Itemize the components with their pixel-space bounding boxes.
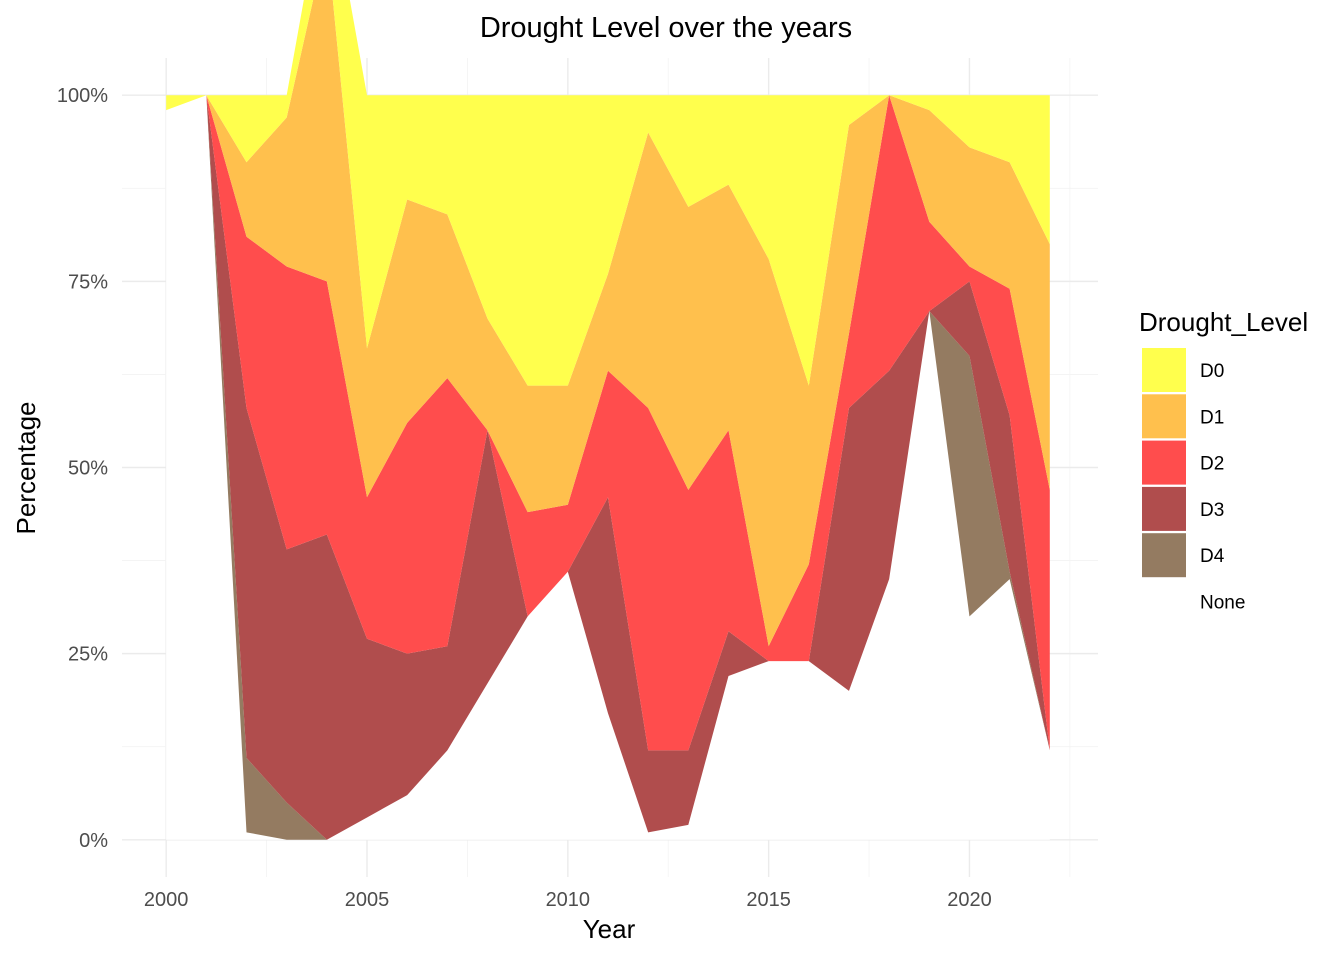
y-tick-label: 25% <box>68 644 108 666</box>
legend-label-d0: D0 <box>1200 361 1224 382</box>
x-tick-label: 2010 <box>546 889 591 911</box>
legend-key-d1 <box>1142 394 1186 439</box>
x-tick-label: 2015 <box>746 889 791 911</box>
x-tick-label: 2000 <box>144 889 189 911</box>
x-axis-ticks: 2000 2005 2010 2015 2020 <box>144 889 992 911</box>
x-axis-title: Year <box>583 914 636 944</box>
y-axis-ticks: 0% 25% 50% 75% 100% <box>57 85 108 852</box>
legend-label-none: None <box>1200 593 1245 614</box>
area-d0 <box>166 0 1050 386</box>
legend-key-d3 <box>1142 486 1186 531</box>
legend-title: Drought_Level <box>1139 307 1308 337</box>
x-tick-label: 2020 <box>947 889 992 911</box>
stacked-areas <box>166 0 1050 840</box>
area-d1 <box>166 0 1050 647</box>
legend-key-d2 <box>1142 440 1186 485</box>
y-tick-label: 50% <box>68 458 108 480</box>
y-tick-label: 0% <box>79 830 108 852</box>
legend: Drought_Level D0 D1 D2 D3 D4 None <box>1139 307 1308 624</box>
legend-key-none <box>1142 579 1186 624</box>
legend-key-d4 <box>1142 533 1186 578</box>
legend-key-d0 <box>1142 348 1186 392</box>
x-tick-label: 2005 <box>345 889 390 911</box>
y-tick-label: 75% <box>68 271 108 293</box>
legend-label-d4: D4 <box>1200 546 1225 567</box>
y-axis-title: Percentage <box>11 402 41 535</box>
legend-label-d3: D3 <box>1200 500 1224 521</box>
area-d2 <box>166 95 1050 751</box>
legend-label-d1: D1 <box>1200 407 1224 428</box>
chart-title: Drought Level over the years <box>480 12 852 44</box>
legend-label-d2: D2 <box>1200 454 1224 475</box>
y-tick-label: 100% <box>57 85 108 107</box>
area-d3 <box>166 95 1050 840</box>
area-none <box>166 95 1050 840</box>
